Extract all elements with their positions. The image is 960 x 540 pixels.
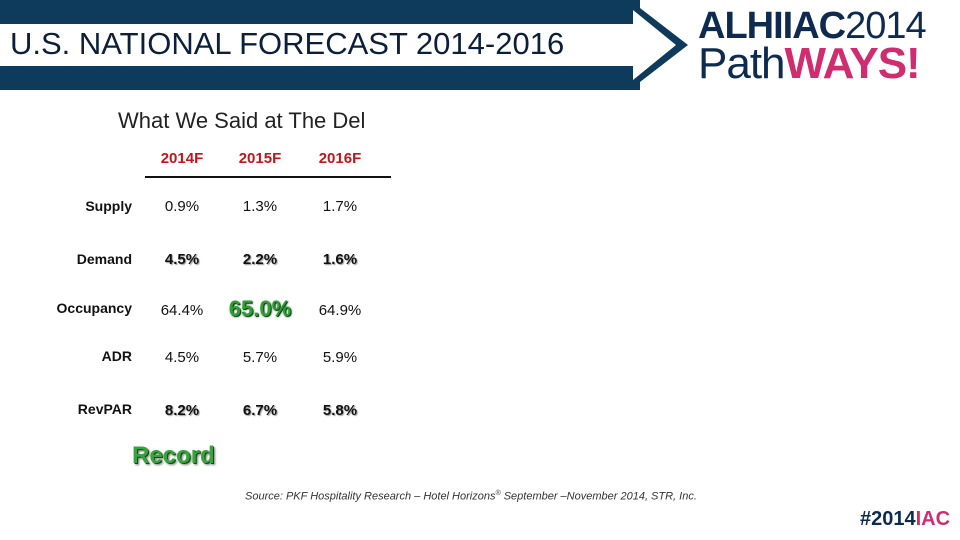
cell-adr-2014: 4.5%	[164, 349, 200, 366]
row-label-adr: ADR	[101, 348, 132, 364]
cell-adr-2016: 5.9%	[322, 349, 358, 366]
source-citation: Source: PKF Hospitality Research – Hotel…	[245, 490, 697, 503]
cell-revpar-2016: 5.8%	[322, 402, 358, 419]
cell-revpar-2015: 6.7%	[242, 402, 278, 419]
record-callout: Record	[132, 442, 215, 469]
slide-subtitle: What We Said at The Del	[118, 108, 366, 133]
column-header-2016f: 2016F	[318, 150, 362, 167]
logo-line-1: ALHIIAC2014	[698, 5, 927, 47]
header-banner: U.S. NATIONAL FORECAST 2014-2016	[0, 0, 700, 90]
cell-demand-2015: 2.2%	[242, 251, 278, 268]
cell-demand-2016: 1.6%	[322, 251, 358, 268]
event-logo: ALHIIAC2014 PathWAYS!	[692, 0, 960, 90]
logo-line-2: PathWAYS!	[698, 39, 921, 88]
cell-supply-2016: 1.7%	[322, 198, 358, 215]
column-header-2015f: 2015F	[238, 150, 282, 167]
row-label-supply: Supply	[85, 198, 132, 214]
row-label-occupancy: Occupancy	[56, 300, 132, 316]
header-rule	[145, 176, 391, 178]
cell-supply-2015: 1.3%	[242, 198, 278, 215]
cell-occupancy-2015: 65.0%	[228, 296, 292, 321]
cell-revpar-2014: 8.2%	[164, 402, 200, 419]
row-label-revpar: RevPAR	[77, 401, 132, 417]
cell-demand-2014: 4.5%	[164, 251, 200, 268]
column-header-2014f: 2014F	[160, 150, 204, 167]
cell-supply-2014: 0.9%	[164, 198, 200, 215]
cell-occupancy-2016: 64.9%	[318, 302, 362, 319]
cell-adr-2015: 5.7%	[242, 349, 278, 366]
row-label-demand: Demand	[76, 251, 132, 267]
banner-arrow-shape	[0, 0, 688, 90]
cell-occupancy-2014: 64.4%	[160, 302, 204, 319]
page-title: U.S. NATIONAL FORECAST 2014-2016	[10, 26, 565, 61]
event-hashtag: #2014IAC	[860, 508, 951, 530]
